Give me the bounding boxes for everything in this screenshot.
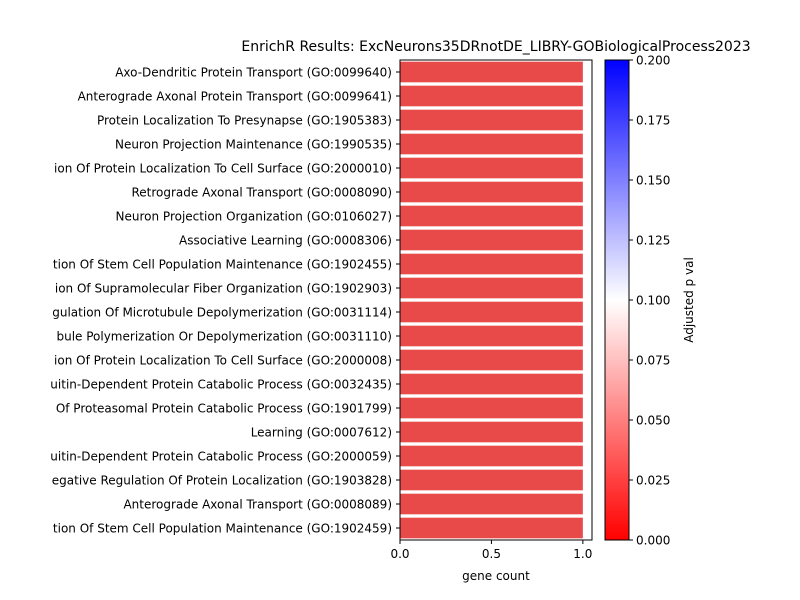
colorbar-tick-label: 0.100 [636,294,670,308]
colorbar [604,59,630,541]
y-tick-label: tion Of Stem Cell Population Maintenance… [53,522,392,536]
x-tick-label: 1.0 [573,547,592,561]
y-tick-label: Anterograde Axonal Protein Transport (GO… [78,90,392,104]
y-tick-label: Anterograde Axonal Transport (GO:0008089… [123,498,392,512]
bar [400,253,583,275]
bar [400,205,583,227]
y-tick-label: uitin-Dependent Protein Catabolic Proces… [50,378,392,392]
bar [400,157,583,179]
plot-frame [399,59,593,541]
y-tick-label: Retrograde Axonal Transport (GO:0008090) [131,186,392,200]
y-tick-label: ion Of Protein Localization To Cell Surf… [54,162,392,176]
y-tick-label: Protein Localization To Presynapse (GO:1… [97,114,392,128]
bar [400,85,583,107]
y-tick-label: Learning (GO:0007612) [251,426,392,440]
bar [400,517,583,539]
bar-group [400,61,583,539]
bar [400,133,583,155]
colorbar-tick-label: 0.075 [636,354,670,368]
bar [400,493,583,515]
y-tick-label: tion Of Stem Cell Population Maintenance… [53,258,392,272]
bar [400,445,583,467]
colorbar-tick-label: 0.050 [636,414,670,428]
colorbar-ticks: 0.000 0.025 0.050 0.075 0.100 0.125 0.150 0.175… [629,54,670,548]
colorbar-label: Adjusted p val [682,257,696,343]
bar [400,469,583,491]
bar [400,421,583,443]
bar [400,373,583,395]
bar [400,61,583,83]
x-tick-label: 0.0 [390,547,409,561]
colorbar-tick-label: 0.150 [636,174,670,188]
y-tick-labels: Axo-Dendritic Protein Transport (GO:0099… [50,66,400,536]
x-axis-label: gene count [462,569,530,583]
colorbar-tick-label: 0.175 [636,114,670,128]
bar [400,325,583,347]
y-tick-label: Neuron Projection Maintenance (GO:199053… [115,138,392,152]
colorbar-tick-label: 0.025 [636,474,670,488]
colorbar-tick-label: 0.200 [636,54,670,68]
y-tick-label: bule Polymerization Or Depolymerization … [56,330,392,344]
bar [400,301,583,323]
y-tick-label: uitin-Dependent Protein Catabolic Proces… [50,450,392,464]
bar [400,277,583,299]
y-tick-label: egative Regulation Of Protein Localizati… [52,474,392,488]
bar [400,181,583,203]
y-tick-label: Neuron Projection Organization (GO:01060… [116,210,392,224]
y-tick-label: Of Proteasomal Protein Catabolic Process… [56,402,392,416]
y-tick-label: Axo-Dendritic Protein Transport (GO:0099… [115,66,392,80]
y-tick-label: gulation Of Microtubule Depolymerization… [52,306,392,320]
y-tick-label: ion Of Supramolecular Fiber Organization… [55,282,392,296]
colorbar-tick-label: 0.125 [636,234,670,248]
chart-title: EnrichR Results: ExcNeurons35DRnotDE_LIB… [241,39,750,55]
bar [400,349,583,371]
x-tick-label: 0.5 [482,547,501,561]
bar [400,229,583,251]
bar [400,397,583,419]
y-tick-label: ion Of Protein Localization To Cell Surf… [54,354,392,368]
colorbar-tick-label: 0.000 [636,534,670,548]
y-tick-label: Associative Learning (GO:0008306) [179,234,392,248]
x-axis-ticks: 0.0 0.5 1.0 [390,540,592,561]
bar [400,109,583,131]
